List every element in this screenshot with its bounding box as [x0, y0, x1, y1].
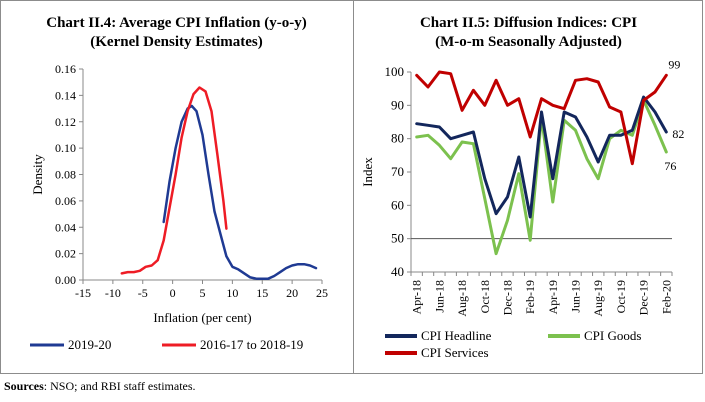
right-chart-title-line2: (M-o-m Seasonally Adjusted) — [435, 34, 622, 50]
y-tick-label: 0.12 — [55, 115, 76, 129]
x-tick-label: Apr-18 — [410, 280, 424, 314]
y-tick-label: 0.04 — [55, 220, 76, 234]
legend-label: CPI Services — [421, 345, 489, 360]
x-tick-label: -5 — [138, 286, 148, 300]
y-tick-label: 0.16 — [55, 62, 76, 76]
right-chart-title: Chart II.5: Diffusion Indices: CPI (M-o-… — [354, 14, 703, 52]
x-tick-label: Dec-18 — [500, 280, 514, 315]
y-tick-label: 0.08 — [55, 168, 76, 182]
y-tick-label: 70 — [391, 164, 404, 179]
figure-frame — [0, 0, 703, 374]
x-tick-label: Feb-20 — [659, 280, 673, 314]
x-tick-label: 0 — [170, 286, 176, 300]
left-chart-title: Chart II.4: Average CPI Inflation (y-o-y… — [0, 14, 353, 52]
left-chart-title-line2: (Kernel Density Estimates) — [90, 34, 263, 50]
panel-divider — [353, 0, 354, 374]
y-tick-label: 0.02 — [55, 247, 76, 261]
legend-label: 2019-20 — [68, 337, 111, 352]
x-tick-label: Jun-19 — [569, 280, 583, 313]
end-value-label: 99 — [668, 57, 680, 71]
y-tick-label: 0.06 — [55, 194, 76, 208]
left-chart-title-line1: Chart II.4: Average CPI Inflation (y-o-y… — [46, 15, 307, 31]
x-tick-label: Jun-18 — [432, 280, 446, 313]
x-tick-label: -10 — [105, 286, 121, 300]
y-tick-label: 0.00 — [55, 273, 76, 287]
legend-label: 2016-17 to 2018-19 — [200, 337, 303, 352]
x-tick-label: Feb-19 — [523, 280, 537, 314]
legend-label: CPI Headline — [421, 328, 492, 343]
y-tick-label: 90 — [391, 97, 404, 112]
kernel-density-chart: 0.000.020.040.060.080.100.120.140.16-15-… — [30, 62, 328, 352]
y-tick-label: 40 — [391, 264, 404, 279]
y-tick-label: 80 — [391, 131, 404, 146]
x-tick-label: Oct-19 — [614, 280, 628, 313]
y-tick-label: 50 — [391, 231, 404, 246]
x-tick-label: 20 — [286, 286, 298, 300]
y-tick-label: 100 — [385, 64, 405, 79]
x-tick-label: Aug-18 — [455, 280, 469, 317]
x-tick-label: 25 — [316, 286, 328, 300]
y-tick-label: 0.14 — [55, 88, 76, 102]
end-value-label: 82 — [672, 127, 684, 141]
series-line-cpi-services — [415, 70, 668, 166]
source-note: Sources: NSO; and RBI staff estimates. — [4, 379, 196, 394]
x-tick-label: 15 — [256, 286, 268, 300]
diffusion-indices-chart: 40 50 60 70 80 90 100 Apr-18 Jun-18 Aug-18 Oct-18 D… — [360, 57, 684, 360]
y-axis-title: Density — [30, 154, 45, 195]
x-tick-label: Dec-19 — [637, 280, 651, 315]
source-text: : NSO; and RBI staff estimates. — [43, 379, 196, 393]
y-tick-label: 60 — [391, 197, 404, 212]
x-tick-label: 5 — [200, 286, 206, 300]
x-tick-label: Apr-19 — [546, 280, 560, 314]
x-tick-label: -15 — [75, 286, 91, 300]
x-tick-label: 10 — [226, 286, 238, 300]
y-axis-title: Index — [360, 157, 375, 187]
x-tick-label: Aug-19 — [591, 280, 605, 317]
series-line-cpi-headline — [415, 95, 668, 219]
legend-label: CPI Goods — [584, 328, 641, 343]
y-tick-label: 0.10 — [55, 141, 76, 155]
end-value-label: 76 — [664, 159, 676, 173]
source-label: Sources — [4, 379, 44, 393]
x-axis-title: Inflation (per cent) — [153, 310, 251, 325]
right-chart-title-line1: Chart II.5: Diffusion Indices: CPI — [419, 15, 638, 31]
density-line-2016-19 — [120, 86, 228, 275]
x-tick-label: Oct-18 — [478, 280, 492, 313]
